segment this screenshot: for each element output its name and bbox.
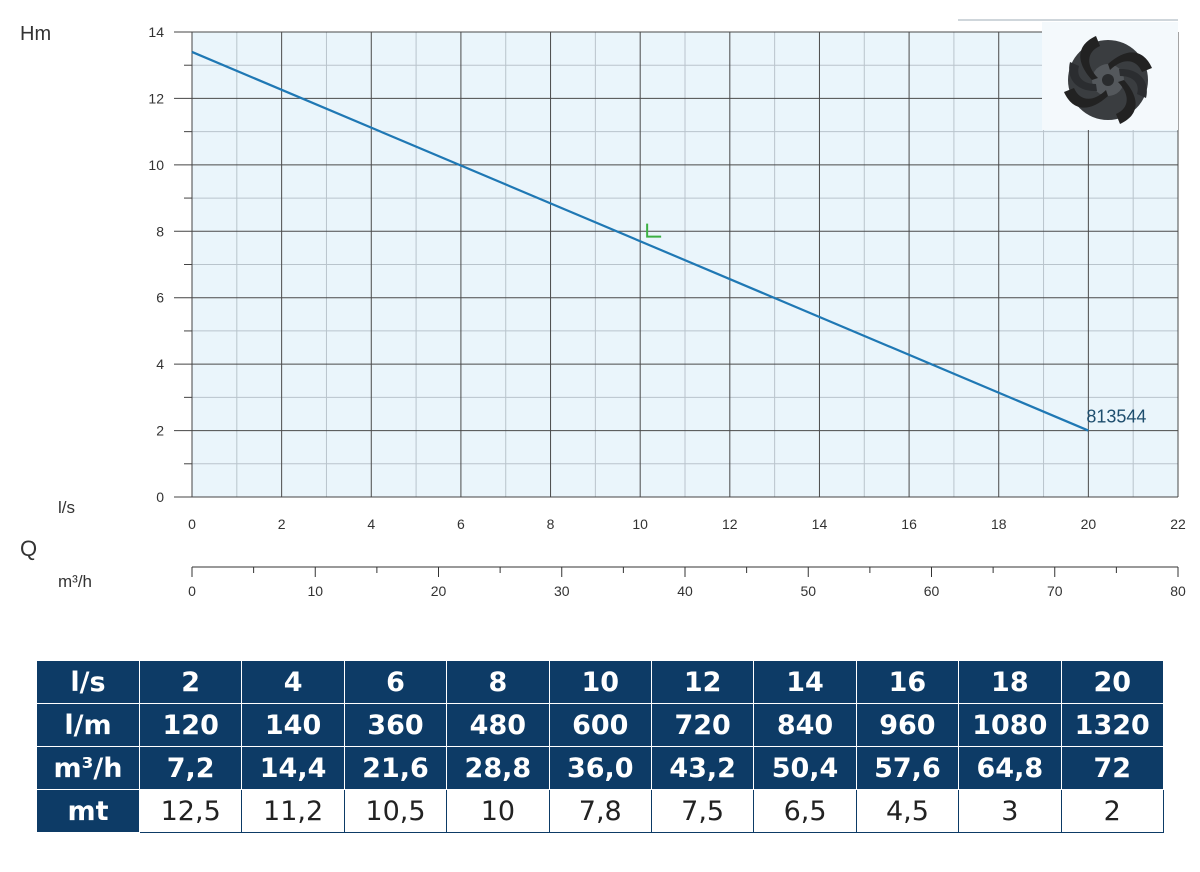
table-cell: 7,2 [138,746,243,790]
table-cell: 6 [343,660,448,704]
table-cell: 16 [855,660,960,704]
x2-tick-label: 30 [554,583,570,599]
table-cell: 10 [446,789,550,833]
x-tick-label: 6 [457,516,465,532]
x-tick-label: 20 [1081,516,1097,532]
x-tick-label: 16 [901,516,917,532]
x2-unit-label: m³/h [58,572,92,591]
row-header: m³/h [36,746,140,790]
x-unit-label: l/s [58,498,75,517]
x-tick-label: 12 [722,516,738,532]
y-tick-label: 6 [156,290,164,306]
y-axis-ticks: 0 2 4 6 8 10 12 14 [148,24,193,505]
table-cell: 7,8 [548,789,652,833]
table-cell: 10,5 [343,789,448,833]
table-cell: 600 [548,703,652,747]
table-cell: 2 [138,660,243,704]
x2-tick-label: 0 [188,583,196,599]
x-tick-label: 8 [547,516,555,532]
x2-tick-label: 40 [677,583,693,599]
table-cell: 960 [855,703,960,747]
table-cell: 1080 [958,703,1062,747]
table-cell: 3 [958,789,1062,833]
series-line [191,50,1089,432]
row-header: l/m [36,703,140,747]
table-cell: 64,8 [958,746,1062,790]
series-label: 813544 [1086,407,1146,427]
table-row: m³/h 7,2 14,4 21,6 28,8 36,0 43,2 50,4 57,6 64,8 7… [36,746,1165,790]
y-tick-label: 14 [148,24,164,40]
table-cell: 50,4 [753,746,857,790]
table-cell: 6,5 [753,789,857,833]
x-tick-label: 4 [367,516,375,532]
table-cell: 14,4 [241,746,345,790]
y-tick-label: 0 [156,489,164,505]
row-header: l/s [36,660,140,704]
table-cell: 20 [1060,660,1165,704]
table-row: l/m 120 140 360 480 600 720 840 960 1080 1320 [36,703,1165,747]
x-tick-label: 2 [278,516,286,532]
table-cell: 36,0 [548,746,652,790]
secondary-x-axis: 0 10 20 30 40 50 60 70 80 [188,566,1186,599]
marker-point [646,223,662,238]
table-cell: 1320 [1060,703,1165,747]
table-cell: 2 [1060,789,1165,833]
table-cell: 120 [138,703,243,747]
y-axis-label: Hm [20,23,51,45]
table-cell: 12,5 [138,789,243,833]
table-cell: 4 [241,660,345,704]
y-tick-label: 12 [148,90,164,106]
x2-tick-label: 80 [1170,583,1186,599]
table-cell: 8 [446,660,550,704]
x-tick-label: 18 [991,516,1007,532]
table-cell: 480 [446,703,550,747]
table-cell: 72 [1060,746,1165,790]
series-layer: 813544 [191,50,1146,432]
table-cell: 14 [753,660,857,704]
x-tick-label: 10 [632,516,648,532]
minor-grid [192,32,1178,497]
table-cell: 11,2 [241,789,345,833]
y-tick-label: 2 [156,423,164,439]
table-cell: 360 [343,703,448,747]
x2-tick-label: 10 [307,583,323,599]
table-cell: 43,2 [650,746,755,790]
table-row: l/s 2 4 6 8 10 12 14 16 18 20 [36,660,1165,704]
y-tick-label: 10 [148,157,164,173]
x-tick-label: 22 [1170,516,1186,532]
x-axis-ticks: 0 2 4 6 8 10 12 14 16 18 20 22 [188,496,1186,532]
table-cell: 10 [548,660,652,704]
table-cell: 18 [958,660,1062,704]
table-cell: 7,5 [650,789,755,833]
y-tick-label: 4 [156,356,164,372]
x2-tick-label: 60 [924,583,940,599]
table-cell: 840 [753,703,857,747]
table-cell: 28,8 [446,746,550,790]
x2-tick-label: 70 [1047,583,1063,599]
x-tick-label: 0 [188,516,196,532]
performance-table: l/s 2 4 6 8 10 12 14 16 18 20 l/m 120 140 360 480 600 720… [36,660,1165,833]
x2-tick-label: 50 [800,583,816,599]
table-cell: 12 [650,660,755,704]
x-tick-label: 14 [812,516,828,532]
x2-tick-label: 20 [431,583,447,599]
table-cell: 57,6 [855,746,960,790]
performance-chart: 0 2 4 6 8 10 12 14 0 2 4 6 8 10 12 14 16 18 20 22 0 10 20 30 4… [20,19,1186,599]
impeller-icon [958,19,1178,130]
y-tick-label: 8 [156,223,164,239]
row-header: mt [36,789,140,833]
table-row: mt 12,5 11,2 10,5 10 7,8 7,5 6,5 4,5 3 2 [36,789,1165,833]
table-cell: 21,6 [343,746,448,790]
table-cell: 720 [650,703,755,747]
table-cell: 4,5 [855,789,960,833]
x-axis-label: Q [20,536,37,561]
table-cell: 140 [241,703,345,747]
